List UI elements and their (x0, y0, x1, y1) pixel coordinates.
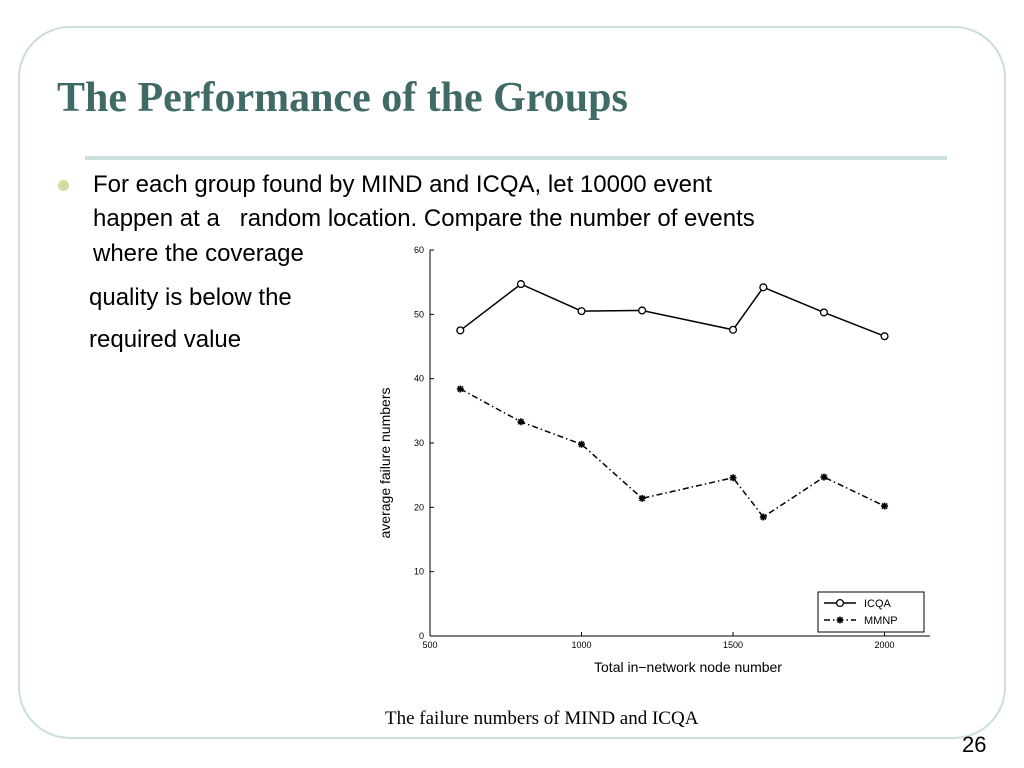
series-line-mmnp (459, 388, 885, 518)
data-point-icqa (577, 307, 586, 316)
bullet-line-1: For each group found by MIND and ICQA, l… (93, 171, 713, 198)
y-tick-label: 0 (419, 631, 424, 641)
y-tick-label: 60 (414, 245, 424, 255)
chart-caption: The failure numbers of MIND and ICQA (385, 708, 699, 729)
data-point-icqa (456, 326, 465, 335)
data-point-mmnp (578, 440, 586, 448)
page-number: 26 (962, 732, 987, 757)
x-tick-label: 1500 (723, 640, 743, 650)
data-point-mmnp (759, 513, 767, 521)
legend-marker-icqa (835, 598, 845, 608)
data-point-mmnp (638, 494, 646, 502)
title-divider (85, 156, 947, 160)
legend-marker-mmnp (836, 616, 844, 624)
data-point-icqa (638, 306, 647, 315)
bullet-line-4: quality is below the (89, 284, 292, 311)
series-line-icqa (459, 283, 885, 337)
data-point-icqa (880, 332, 889, 341)
data-point-mmnp (456, 385, 464, 393)
x-tick-label: 1000 (571, 640, 591, 650)
bullet-icon (58, 180, 69, 191)
x-tick-label: 500 (422, 640, 437, 650)
y-axis-title: average failure numbers (377, 388, 393, 539)
data-point-mmnp (729, 474, 737, 482)
x-axis-title: Total in−network node number (594, 659, 782, 675)
data-point-icqa (728, 325, 738, 334)
y-tick-label: 30 (414, 438, 424, 448)
chart-legend (817, 591, 925, 633)
y-tick-label: 10 (414, 567, 424, 577)
slide-title: The Performance of the Groups (57, 75, 628, 121)
bullet-line-2: happen at a random location. Compare the… (93, 205, 755, 232)
y-tick-label: 50 (414, 309, 424, 319)
legend-label-icqa: ICQA (864, 598, 892, 610)
y-tick-label: 20 (414, 502, 424, 512)
y-tick-label: 40 (414, 374, 424, 384)
bullet-line-5: required value (89, 326, 242, 353)
x-tick-label: 2000 (875, 640, 895, 650)
data-point-icqa (819, 308, 828, 317)
legend-label-mmnp: MMNP (864, 615, 898, 627)
bullet-line-3: where the coverage (93, 240, 304, 267)
data-point-mmnp (881, 502, 889, 510)
data-point-mmnp (517, 418, 525, 426)
failure-chart: 0 10 20 30 40 50 60 500 1000 1500 2000 Total in−net… (377, 245, 930, 675)
data-point-mmnp (820, 473, 828, 481)
data-point-icqa (516, 280, 525, 289)
data-point-icqa (759, 283, 768, 292)
